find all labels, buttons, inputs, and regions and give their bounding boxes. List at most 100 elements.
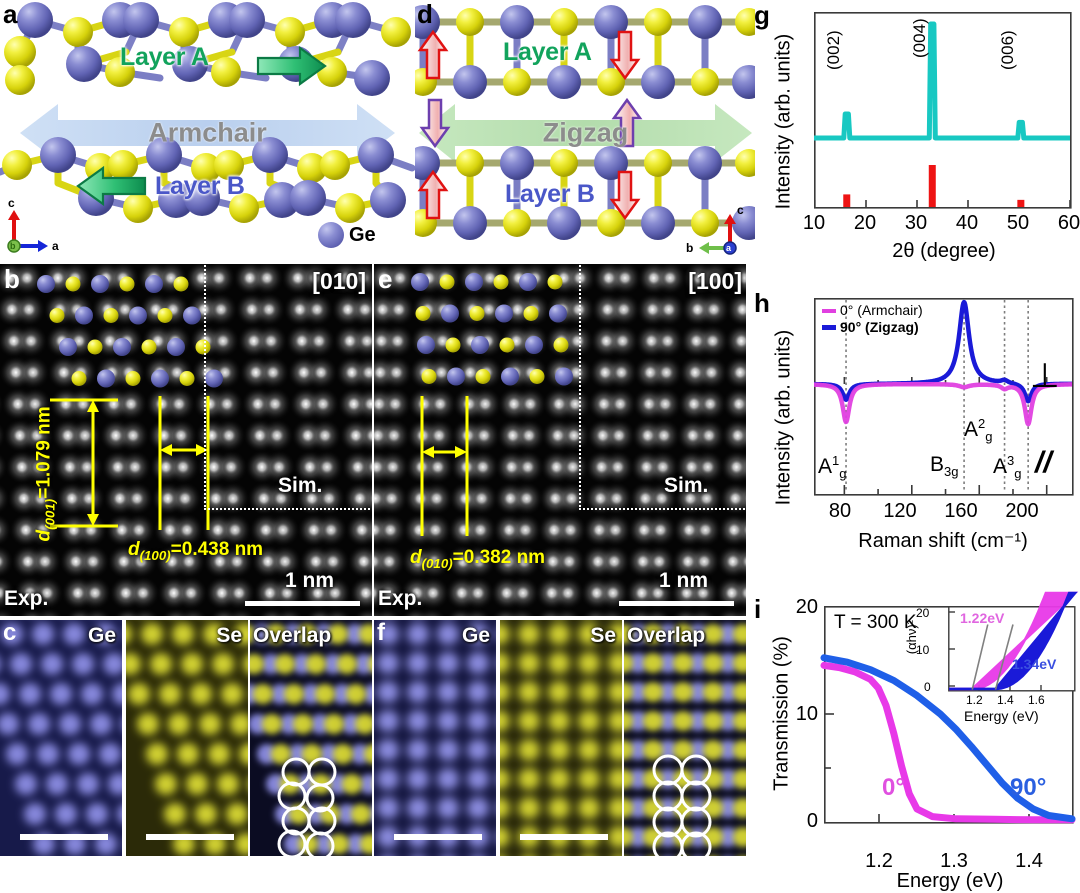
panel-d-layer-a-atoms <box>415 5 755 99</box>
panel-f-se-map: Se <box>500 620 622 856</box>
panel-b-d100-measure: d(100)=0.438 nm <box>128 539 263 563</box>
panel-g-xrd-plot: g Intensity (arb. units) 10 20 30 40 50 … <box>752 0 1080 282</box>
panel-h-ylabel: Intensity (arb. units) <box>772 329 795 506</box>
panel-d-zigzag-text: Zigzag <box>542 117 629 147</box>
panel-a-armchair-text: Armchair <box>148 117 267 147</box>
panel-a-layer-b-atoms <box>2 137 406 223</box>
panel-i-inset: 20 10 0 (αhν)² 1.2 1.4 1.6 Energy (eV) 1… <box>904 591 1079 726</box>
panel-i-inset-xtick-1.6: 1.6 <box>1028 693 1045 707</box>
panel-i-inset-xtick-1.2: 1.2 <box>966 693 983 707</box>
panel-g-xtick-20: 20 <box>853 212 877 234</box>
panel-g-xtick-40: 40 <box>955 212 979 234</box>
panel-h-xlabel: Raman shift (cm⁻¹) <box>858 530 1028 552</box>
panel-h-label: h <box>754 288 770 318</box>
panel-i-curve-90deg-label: 90° <box>1010 774 1047 801</box>
panel-g-xtick-50: 50 <box>1006 212 1030 234</box>
panel-a-layer-a-atoms <box>4 2 411 96</box>
panel-b-d100-symbol: d <box>128 539 140 560</box>
ge-atom-icon <box>318 222 344 248</box>
panel-i-temperature-label: T = 300 K <box>834 612 917 633</box>
panel-i-ytick-10: 10 <box>795 703 818 725</box>
panel-i-xtick-1.3: 1.3 <box>940 850 968 872</box>
panel-f-overlap-map: Overlap <box>624 620 746 856</box>
panel-b-label: b <box>4 264 20 294</box>
panel-c-overlap-label: Overlap <box>253 624 332 647</box>
panel-d-axis-triad <box>699 214 737 255</box>
panel-e-sim-label: Sim. <box>664 474 709 497</box>
panel-d-label: d <box>417 0 433 29</box>
panel-h-mode-B3g: B3g <box>930 453 959 480</box>
panel-h-legend-90deg-label: 90° (Zigzag) <box>840 319 919 336</box>
panel-i-inset-gap-90deg: 1.34eV <box>1012 656 1057 672</box>
panel-c-eds-maps: c Ge Se Overlap <box>0 620 372 870</box>
panel-c-label: c <box>3 620 17 646</box>
panel-a-axis-b-label: b <box>10 241 16 251</box>
panel-i-ytick-0: 0 <box>806 810 818 832</box>
panel-f-ge-scalebar <box>394 834 482 840</box>
panel-h-xtick-160: 160 <box>944 500 978 522</box>
panel-c-ge-map-image <box>0 620 122 856</box>
panel-e-label: e <box>378 264 393 294</box>
panel-h-legend-item-90deg: 90° (Zigzag) <box>822 319 923 336</box>
panel-a-label: a <box>3 0 18 29</box>
panel-i-inset-gap-0deg: 1.22eV <box>960 610 1005 626</box>
panel-h-xtick-80: 80 <box>828 500 852 522</box>
panel-b-measure-marks <box>50 396 210 530</box>
panel-f-label: f <box>377 620 385 646</box>
panel-e-d010-subscript: (010) <box>421 555 453 571</box>
panel-a-axis-c-label: c <box>8 196 15 210</box>
panel-d-red-arrows <box>417 29 641 221</box>
panel-h-parallel-symbol: // <box>1035 446 1052 479</box>
panel-f-eds-maps: f Ge Se Overlap <box>374 620 746 870</box>
panel-c-structure-circles <box>277 757 337 856</box>
panel-d-crystal-structure-zigzag: d Layer A Layer B Zigzag c b a Se <box>415 0 755 262</box>
panel-a-atoms-svg <box>0 2 415 253</box>
panel-i-xlabel: Energy (eV) <box>896 870 1004 892</box>
panel-e-zone-axis: [100] <box>688 268 742 294</box>
panel-e-d010-symbol: d <box>410 547 422 568</box>
panel-f-ge-map: f Ge <box>374 620 496 856</box>
panel-i-inset-ylabel: (αhν)² <box>904 620 919 655</box>
panel-g-xlabel: 2θ (degree) <box>892 240 996 262</box>
panel-f-ge-label: Ge <box>461 624 490 647</box>
panel-c-se-map-image <box>126 620 248 856</box>
panel-e-scalebar-label: 1 nm <box>659 569 709 592</box>
panel-g-peak-002: (002) <box>824 30 843 70</box>
panel-c-se-map: Se <box>126 620 248 856</box>
panel-g-peak-004: (004) <box>910 18 929 58</box>
panel-a-layer-a-label: Layer A <box>120 43 209 71</box>
panel-g-chart <box>814 12 1072 209</box>
panel-f-ge-map-image <box>374 620 496 856</box>
panel-i-inset-ytick-0: 0 <box>924 680 931 694</box>
panel-g-xtick-10: 10 <box>802 212 826 234</box>
panel-h-perpendicular-symbol: ⊥ <box>1030 357 1060 395</box>
legend-swatch-90deg-icon <box>822 325 836 331</box>
panel-e-exp-label: Exp. <box>378 587 423 610</box>
panel-a-layer-a-shift-arrow <box>256 45 327 87</box>
panel-b-d001-subscript: (001) <box>42 498 58 530</box>
panel-g-xtick-30: 30 <box>904 212 928 234</box>
panel-i-inset-ytick-20: 20 <box>916 606 930 620</box>
panel-h-legend-0deg-label: 0° (Armchair) <box>840 302 923 318</box>
panel-d-zigzag-arrow <box>419 104 752 162</box>
panel-d-layer-b-atoms <box>415 146 755 240</box>
panel-b-stem-image: b [010] Sim. Exp. d(001)=1.079 nm d(100)… <box>0 264 372 616</box>
panel-h-legend-item-0deg: 0° (Armchair) <box>822 302 923 319</box>
panel-a-legend-ge: Ge <box>318 222 376 248</box>
panel-h-chart <box>812 298 1074 496</box>
panel-i-xtick-1.4: 1.4 <box>1015 850 1043 872</box>
panel-g-peak-006: (006) <box>998 30 1017 70</box>
panel-i-inset-xtick-1.4: 1.4 <box>997 693 1014 707</box>
panel-c-ge-label: Ge <box>87 624 116 647</box>
panel-e-stem-image: e [100] Sim. Exp. d(010)=0.382 nm 1 nm <box>374 264 746 616</box>
panel-h-mode-Ag1: A1g <box>818 453 847 482</box>
panel-i-label: i <box>754 594 762 624</box>
panel-c-se-scalebar <box>146 834 234 840</box>
panel-e-simulation-region <box>579 264 746 510</box>
panel-e-scalebar <box>619 601 734 606</box>
panel-b-d100-value: =0.438 nm <box>170 539 264 560</box>
panel-f-se-label: Se <box>590 624 616 647</box>
panel-b-d001-symbol: d <box>33 529 55 542</box>
panel-e-d010-measure: d(010)=0.382 nm <box>410 547 545 571</box>
panel-g-xtick-60: 60 <box>1057 212 1080 234</box>
